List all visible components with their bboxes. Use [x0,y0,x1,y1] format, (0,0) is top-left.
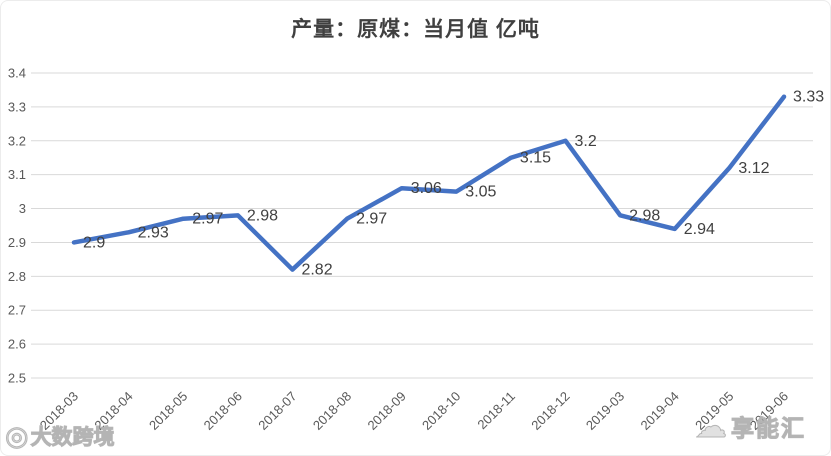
y-axis-tick-label: 3.3 [8,99,26,114]
data-point-label: 2.9 [83,234,105,251]
data-line-series [71,94,787,272]
x-axis-tick-label: 2019-04 [638,389,682,433]
data-point-label: 3.05 [465,184,496,201]
data-point-label: 2.93 [138,224,169,241]
x-axis-tick-label: 2018-04 [91,389,135,433]
data-point-label: 3.33 [793,89,824,106]
y-axis-tick-label: 3.2 [8,133,26,148]
data-point-label: 2.82 [301,262,332,279]
x-axis-tick-label: 2018-03 [37,389,81,433]
data-point-label: 3.12 [738,160,769,177]
x-axis-tick-label: 2018-09 [364,389,408,433]
y-axis-tick-label: 3 [19,201,26,216]
chart-title: 产量：原煤：当月值 亿吨 [291,18,540,41]
x-axis-tick-label: 2019-05 [692,389,736,433]
data-point-label: 2.98 [247,207,278,224]
x-axis-tick-label: 2018-11 [474,389,518,433]
y-axis-tick-label: 2.7 [8,303,26,318]
y-axis-tick-label: 2.8 [8,269,26,284]
y-axis-tick-label: 2.5 [8,371,26,386]
x-axis-tick-label: 2018-10 [419,389,463,433]
data-point-label: 3.06 [411,180,442,197]
data-point-label: 3.15 [520,150,551,167]
x-axis-tick-label: 2018-12 [528,389,572,433]
x-axis-tick-label: 2019-06 [747,389,791,433]
y-axis-tick-label: 2.9 [8,235,26,250]
data-point-label: 2.97 [356,211,387,228]
data-point-label: 2.97 [192,211,223,228]
data-point-label: 2.98 [629,207,660,224]
x-axis-tick-label: 2018-07 [255,389,299,433]
x-axis-tick-label: 2018-06 [201,389,245,433]
y-axis-tick-label: 3.1 [8,167,26,182]
x-axis-tick-label: 2018-05 [146,389,190,433]
y-axis-tick-label: 3.4 [8,66,26,81]
x-axis-tick-label: 2019-03 [583,389,627,433]
y-axis-tick-label: 2.6 [8,337,26,352]
x-axis-tick-label: 2018-08 [310,389,354,433]
data-point-label: 2.94 [684,221,715,238]
data-point-label: 3.2 [575,133,597,150]
